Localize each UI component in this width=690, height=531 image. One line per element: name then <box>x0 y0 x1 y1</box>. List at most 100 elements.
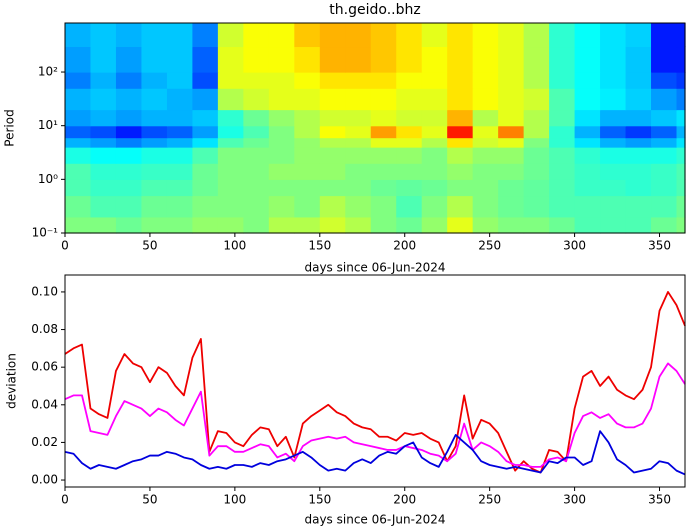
heatmap-cell <box>651 147 678 164</box>
heatmap-cell <box>651 216 678 234</box>
heatmap-cell <box>651 23 678 48</box>
heatmap-cell <box>421 125 448 139</box>
heatmap-cell <box>447 195 474 218</box>
x-tick-label: 50 <box>142 493 157 507</box>
heatmap-cell <box>166 147 193 164</box>
heatmap-cell <box>447 109 474 127</box>
heatmap-cell <box>90 46 117 73</box>
heatmap-cell <box>676 216 686 234</box>
heatmap-cell <box>192 46 219 73</box>
heatmap-cell <box>345 163 372 180</box>
heatmap-cell <box>268 109 295 127</box>
heatmap-cell <box>166 216 193 234</box>
heatmap-cell <box>345 216 372 234</box>
heatmap-cell <box>498 125 525 139</box>
heatmap-cell <box>370 88 397 111</box>
heatmap-cell <box>447 72 474 89</box>
heatmap-cell <box>523 195 550 218</box>
heatmap-cell <box>166 46 193 73</box>
heatmap-cell <box>166 23 193 48</box>
heatmap-cell <box>268 23 295 48</box>
heatmap-cell <box>523 72 550 89</box>
heatmap-cell <box>65 147 92 164</box>
heatmap-cell <box>345 23 372 48</box>
heatmap-cell <box>498 109 525 127</box>
heatmap-cell <box>472 125 499 139</box>
x-axis-label: days since 06-Jun-2024 <box>304 513 445 527</box>
heatmap-cell <box>523 179 550 197</box>
heatmap-cell <box>90 72 117 89</box>
heatmap-cell <box>319 195 346 218</box>
heatmap-cell <box>65 195 92 218</box>
heatmap-cell <box>268 46 295 73</box>
heatmap-cell <box>600 46 627 73</box>
heatmap-cell <box>141 195 168 218</box>
heatmap-cell <box>294 88 321 111</box>
heatmap-cell <box>115 179 143 197</box>
heatmap-cell <box>600 72 627 89</box>
heatmap-cell <box>192 125 219 139</box>
heatmap-cell <box>141 88 168 111</box>
heatmap-cell <box>192 147 219 164</box>
heatmap-cell <box>676 195 686 218</box>
heatmap-cell <box>345 179 372 197</box>
heatmap-cell <box>472 195 499 218</box>
heatmap-cell <box>447 163 474 180</box>
heatmap-cell <box>192 137 219 148</box>
y-tick-label: 10⁰ <box>38 172 58 186</box>
heatmap-cell <box>396 137 423 148</box>
y-tick-label: 0.08 <box>31 322 58 336</box>
x-tick-label: 350 <box>648 493 671 507</box>
heatmap-cell <box>319 109 346 127</box>
heatmap-cell <box>294 46 321 73</box>
y-tick-label: 0.10 <box>31 284 58 298</box>
heatmap-cell <box>319 72 346 89</box>
heatmap-cell <box>115 137 143 148</box>
heatmap-cell <box>549 216 576 234</box>
heatmap-cell <box>345 72 372 89</box>
heatmap-cell <box>370 195 397 218</box>
heatmap-cell <box>268 179 295 197</box>
heatmap-cell <box>676 137 686 148</box>
x-tick-label: 350 <box>648 239 671 253</box>
heatmap-cell <box>141 137 168 148</box>
heatmap-cell <box>192 195 219 218</box>
heatmap-cell <box>141 46 168 73</box>
heatmap-cell <box>421 23 448 48</box>
heatmap-cell <box>472 109 499 127</box>
heatmap-cell <box>549 195 576 218</box>
heatmap-cell <box>651 125 678 139</box>
heatmap-cell <box>370 179 397 197</box>
heatmap-cell <box>294 72 321 89</box>
plot-frame <box>64 274 686 488</box>
heatmap-cell <box>625 163 652 180</box>
heatmap-cell <box>396 72 423 89</box>
y-tick-label: 10² <box>38 65 58 79</box>
heatmap-cell <box>294 109 321 127</box>
heatmap-cell <box>396 147 423 164</box>
heatmap-cell <box>600 109 627 127</box>
heatmap-cell <box>370 72 397 89</box>
heatmap-cell <box>421 163 448 180</box>
heatmap-cell <box>370 163 397 180</box>
x-tick-label: 100 <box>223 493 246 507</box>
heatmap-cell <box>345 195 372 218</box>
heatmap-cell <box>625 109 652 127</box>
heatmap-cell <box>268 147 295 164</box>
heatmap-cell <box>625 88 652 111</box>
heatmap-cell <box>574 137 601 148</box>
heatmap-cell <box>574 125 601 139</box>
heatmap-cell <box>90 147 117 164</box>
x-axis-label: days since 06-Jun-2024 <box>304 261 445 275</box>
heatmap-cell <box>472 137 499 148</box>
heatmap-cell <box>243 163 270 180</box>
heatmap-cell <box>600 23 627 48</box>
heatmap-cell <box>243 88 270 111</box>
heatmap-cell <box>498 195 525 218</box>
heatmap-cell <box>574 195 601 218</box>
heatmap-cell <box>421 216 448 234</box>
heatmap-cell <box>166 109 193 127</box>
heatmap-cell <box>166 137 193 148</box>
heatmap-cell <box>141 125 168 139</box>
heatmap-cell <box>65 163 92 180</box>
